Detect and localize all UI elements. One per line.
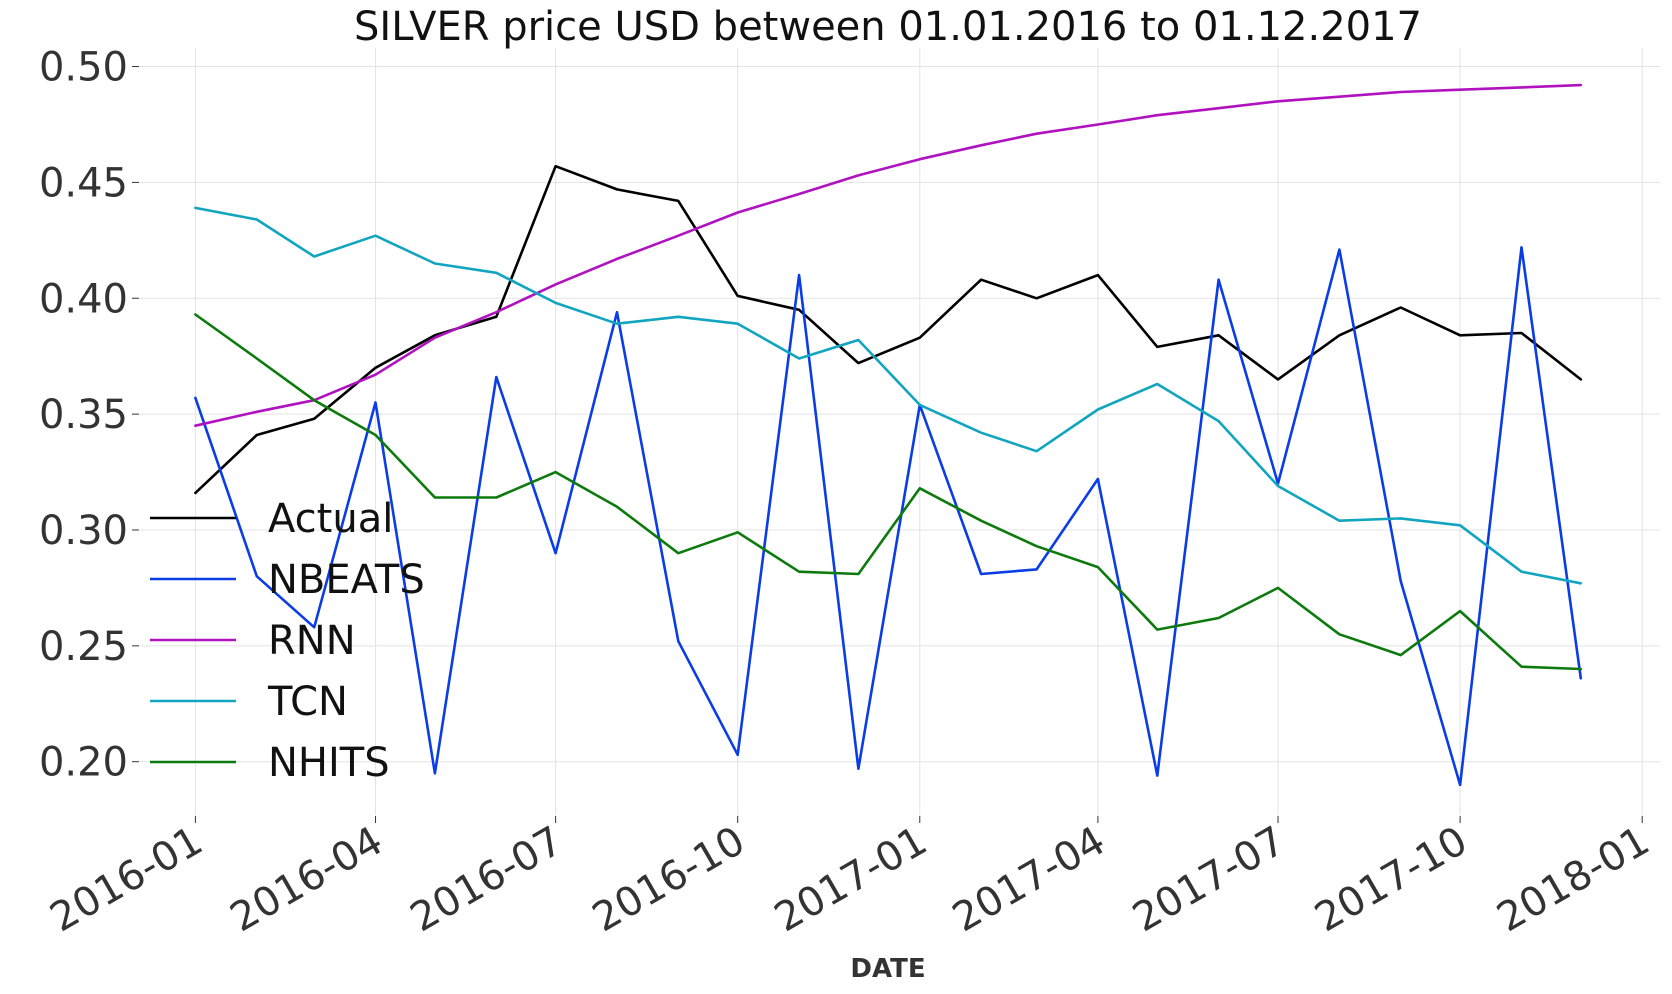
x-tick-label: 2016-04 (223, 818, 391, 941)
x-axis-label: DATE (850, 954, 925, 984)
x-tick-label: 2018-01 (1489, 818, 1657, 941)
legend-label-nbeats: NBEATS (268, 557, 425, 603)
series-line-nhits (194, 313, 1583, 671)
series-line-rnn (194, 83, 1583, 428)
x-axis: 2016-01 2016-04 2016-07 2016-10 2017-01 2017-… (43, 816, 1657, 941)
y-tick-label: 0.25 (39, 624, 128, 670)
x-tick-label: 2017-10 (1307, 818, 1475, 941)
x-tick-label: 2017-01 (767, 818, 935, 941)
x-tick-label: 2017-04 (945, 818, 1113, 941)
y-tick-label: 0.20 (39, 740, 128, 786)
series-line-tcn (194, 206, 1583, 585)
x-tick-label: 2016-07 (403, 818, 571, 941)
y-axis: 0.20 0.25 0.30 0.35 0.40 0.45 0.50 (39, 45, 139, 786)
x-tick-label: 2016-01 (43, 818, 211, 941)
legend-label-rnn: RNN (268, 618, 356, 664)
y-tick-label: 0.45 (39, 160, 128, 206)
grid-lines (140, 48, 1660, 815)
legend-label-tcn: TCN (267, 679, 348, 725)
y-tick-label: 0.50 (39, 45, 128, 91)
y-tick-label: 0.35 (39, 392, 128, 438)
legend-label-nhits: NHITS (268, 740, 390, 786)
y-tick-label: 0.40 (39, 276, 128, 322)
series-lines (194, 83, 1583, 787)
series-line-nbeats (194, 246, 1583, 787)
legend-label-actual: Actual (268, 496, 393, 542)
y-tick-label: 0.30 (39, 508, 128, 554)
series-line-actual (194, 164, 1583, 495)
x-tick-label: 2017-07 (1125, 818, 1293, 941)
x-tick-label: 2016-10 (585, 818, 753, 941)
legend: Actual NBEATS RNN TCN NHITS (150, 496, 425, 786)
chart-title: SILVER price USD between 01.01.2016 to 0… (354, 4, 1422, 50)
